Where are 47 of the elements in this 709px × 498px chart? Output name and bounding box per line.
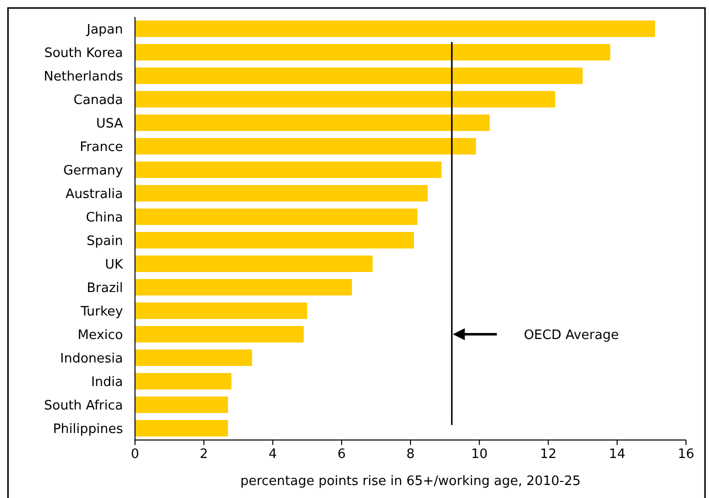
x-tick-label: 4 bbox=[268, 447, 277, 462]
x-tick-label: 6 bbox=[337, 447, 346, 462]
y-tick-label: Brazil bbox=[86, 280, 123, 296]
bar bbox=[135, 396, 228, 413]
y-tick-label: Germany bbox=[63, 163, 124, 178]
bar bbox=[135, 279, 352, 296]
bar bbox=[135, 91, 556, 108]
y-tick-label: Canada bbox=[74, 92, 123, 108]
y-tick-label: Australia bbox=[65, 186, 123, 202]
ref-line-label: OECD Average bbox=[524, 328, 619, 343]
y-tick-label: Philippines bbox=[52, 422, 124, 437]
x-tick-label: 14 bbox=[608, 447, 626, 462]
x-tick-label: 2 bbox=[200, 447, 208, 462]
y-tick-label: USA bbox=[96, 116, 124, 132]
x-axis-title: percentage points rise in 65+/working age, 2010-25 bbox=[240, 474, 581, 489]
bar bbox=[135, 114, 490, 131]
y-tick-label: India bbox=[91, 374, 123, 390]
bar bbox=[135, 138, 476, 154]
y-tick-label: China bbox=[86, 210, 123, 226]
bar bbox=[135, 232, 414, 248]
x-tick-label: 0 bbox=[130, 447, 140, 462]
y-tick-label: Spain bbox=[86, 234, 123, 249]
bar bbox=[135, 185, 428, 202]
y-tick-label: Japan bbox=[86, 22, 123, 38]
y-tick-label: Indonesia bbox=[60, 351, 123, 366]
y-tick-label: UK bbox=[104, 257, 124, 272]
y-tick-label: Mexico bbox=[78, 328, 124, 343]
y-tick-label: South Africa bbox=[44, 398, 123, 414]
bar bbox=[135, 162, 442, 178]
bar bbox=[135, 350, 252, 366]
bar bbox=[135, 373, 232, 390]
bar bbox=[135, 420, 228, 436]
bar bbox=[135, 256, 373, 272]
bar bbox=[135, 302, 308, 319]
y-tick-label: Netherlands bbox=[44, 69, 124, 84]
bar bbox=[135, 68, 583, 84]
bar bbox=[135, 20, 656, 37]
y-tick-label: Turkey bbox=[80, 304, 124, 320]
y-tick-label: South Korea bbox=[44, 46, 123, 61]
bar bbox=[135, 208, 418, 225]
y-tick-label: France bbox=[80, 140, 123, 155]
x-tick-label: 12 bbox=[540, 447, 557, 462]
bar bbox=[135, 326, 304, 342]
x-tick-label: 8 bbox=[406, 447, 415, 462]
x-tick-label: 10 bbox=[471, 447, 488, 462]
bar bbox=[135, 44, 610, 60]
x-tick-label: 16 bbox=[678, 447, 694, 462]
